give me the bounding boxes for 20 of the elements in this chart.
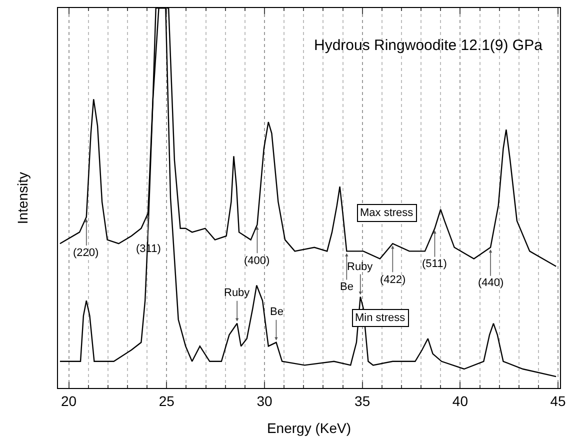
text: Hydrous Ringwoodite 12.1(9) GPa — [314, 37, 544, 54]
annotation: (440) — [478, 277, 504, 289]
x-axis-title: Energy (KeV) — [266, 420, 352, 436]
y-axis-title: Intensity — [14, 172, 31, 224]
annotation: (511) — [422, 258, 447, 270]
annotation: (220) — [73, 247, 99, 259]
annotation: (422) — [380, 274, 406, 286]
annotation: Ruby — [224, 287, 250, 299]
annotation: (400) — [244, 255, 270, 267]
series-label: Max stress — [360, 207, 414, 219]
x-tick-label: 40 — [452, 392, 468, 409]
x-tick-label: 25 — [158, 392, 175, 409]
annotation: Ruby — [347, 261, 374, 273]
x-tick-label: 20 — [60, 392, 77, 409]
annotation: Be — [270, 306, 284, 318]
x-tick-label: 45 — [550, 392, 566, 409]
series-label: Min stress — [355, 312, 406, 324]
x-tick-label: 35 — [354, 392, 370, 409]
x-tick-label: 30 — [256, 392, 272, 409]
annotation: Be — [340, 281, 354, 293]
